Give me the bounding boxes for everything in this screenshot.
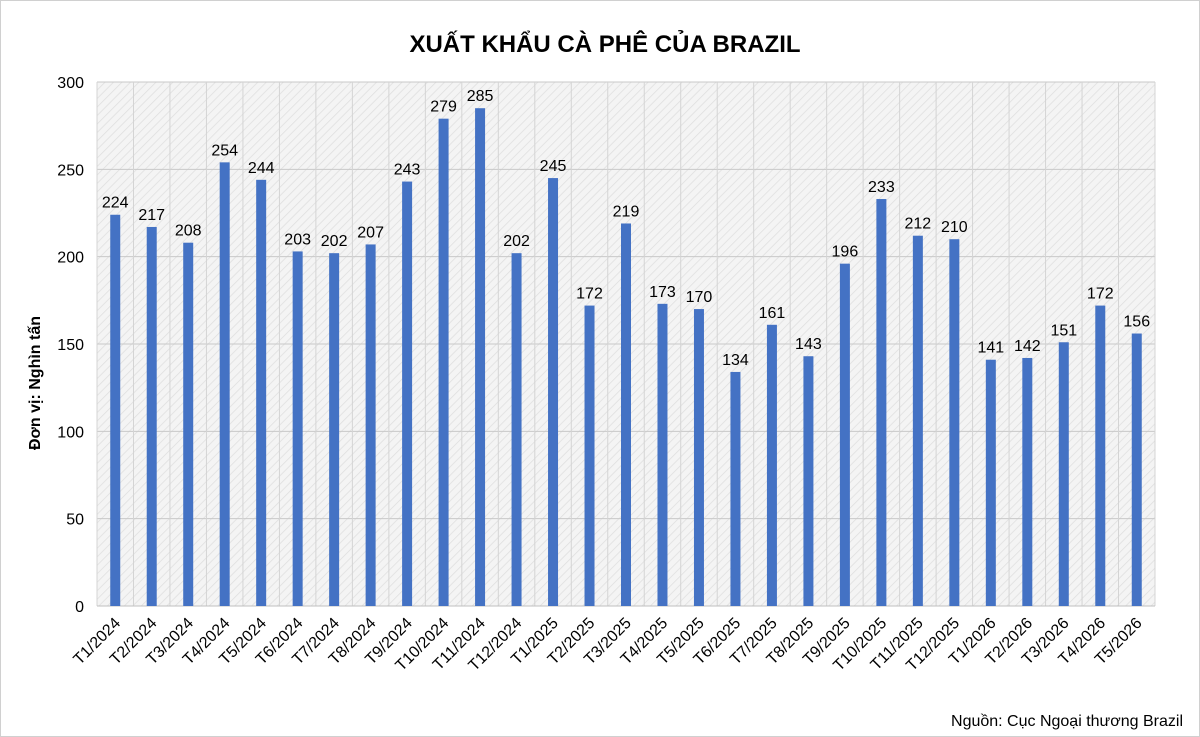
x-axis-ticks: T1/2024T2/2024T3/2024T4/2024T5/2024T6/20… — [71, 615, 1146, 675]
bar-T4-2026 — [1095, 305, 1106, 606]
data-label: 172 — [576, 286, 603, 303]
bar-T7-2025 — [766, 324, 777, 606]
data-label: 202 — [321, 233, 348, 250]
bar-T5-2024 — [256, 179, 267, 606]
data-label: 233 — [868, 179, 895, 196]
data-label: 243 — [394, 162, 421, 179]
bar-T1-2026 — [985, 359, 996, 606]
bar-T9-2025 — [839, 263, 850, 606]
bar-T10-2025 — [876, 199, 887, 606]
bar-T4-2025 — [657, 303, 668, 606]
y-tick-label: 0 — [75, 599, 84, 616]
bars — [110, 108, 1142, 607]
y-axis-label: Đơn vị: Nghìn tấn — [27, 316, 44, 450]
data-label: 170 — [686, 289, 713, 306]
data-label: 151 — [1050, 322, 1077, 339]
data-label: 285 — [467, 88, 494, 105]
bar-T11-2025 — [912, 235, 923, 606]
chart-title: XUẤT KHẨU CÀ PHÊ CỦA BRAZIL — [409, 29, 800, 58]
data-label: 173 — [649, 284, 676, 301]
data-label: 142 — [1014, 338, 1041, 355]
y-tick-label: 200 — [57, 250, 84, 267]
data-label: 245 — [540, 158, 567, 175]
y-tick-label: 150 — [57, 337, 84, 354]
bar-T11-2024 — [475, 108, 486, 606]
data-label: 172 — [1087, 286, 1114, 303]
bar-T1-2024 — [110, 214, 121, 606]
bar-T1-2025 — [548, 178, 559, 607]
bar-T2-2025 — [584, 305, 595, 606]
data-label: 143 — [795, 336, 822, 353]
bar-T10-2024 — [438, 118, 449, 607]
bar-T8-2024 — [365, 244, 376, 606]
bar-T5-2025 — [693, 309, 704, 606]
y-tick-label: 50 — [66, 512, 84, 529]
data-label: 156 — [1123, 314, 1150, 331]
data-label: 203 — [284, 231, 311, 248]
y-axis-ticks: 0 50 100 150 200 250 300 — [57, 75, 84, 616]
bar-T6-2025 — [730, 371, 741, 606]
bar-T8-2025 — [803, 356, 814, 606]
bar-T2-2026 — [1022, 357, 1033, 606]
y-tick-label: 250 — [57, 162, 84, 179]
data-label: 217 — [138, 207, 165, 224]
bar-T7-2024 — [329, 253, 340, 606]
data-label: 224 — [102, 195, 129, 212]
data-label: 210 — [941, 219, 968, 236]
bar-T6-2024 — [292, 251, 303, 606]
bar-T12-2024 — [511, 253, 522, 606]
bar-T3-2024 — [183, 242, 194, 606]
y-tick-label: 100 — [57, 424, 84, 441]
data-label: 202 — [503, 233, 530, 250]
data-label: 279 — [430, 99, 457, 116]
bar-T12-2025 — [949, 239, 960, 606]
y-tick-label: 300 — [57, 75, 84, 92]
data-label: 254 — [211, 142, 238, 159]
data-label: 244 — [248, 160, 275, 177]
data-labels: 224 217 208 254 244 203 202 207 243 279 285 202 245 1… — [102, 88, 1150, 369]
data-label: 207 — [357, 224, 384, 241]
data-label: 196 — [832, 244, 859, 261]
gridlines — [96, 81, 1156, 607]
bar-T3-2026 — [1058, 342, 1069, 606]
bar-T4-2024 — [219, 162, 230, 606]
source-note: Nguồn: Cục Ngoại thương Brazil — [951, 713, 1183, 730]
bar-T3-2025 — [621, 223, 631, 607]
data-label: 134 — [722, 352, 749, 369]
data-label: 208 — [175, 223, 202, 240]
bar-T2-2024 — [146, 226, 157, 606]
data-label: 161 — [759, 305, 786, 322]
bar-T5-2026 — [1131, 333, 1142, 606]
data-label: 212 — [905, 216, 932, 233]
bar-T9-2024 — [402, 181, 413, 606]
data-label: 219 — [613, 203, 640, 220]
data-label: 141 — [977, 340, 1004, 357]
